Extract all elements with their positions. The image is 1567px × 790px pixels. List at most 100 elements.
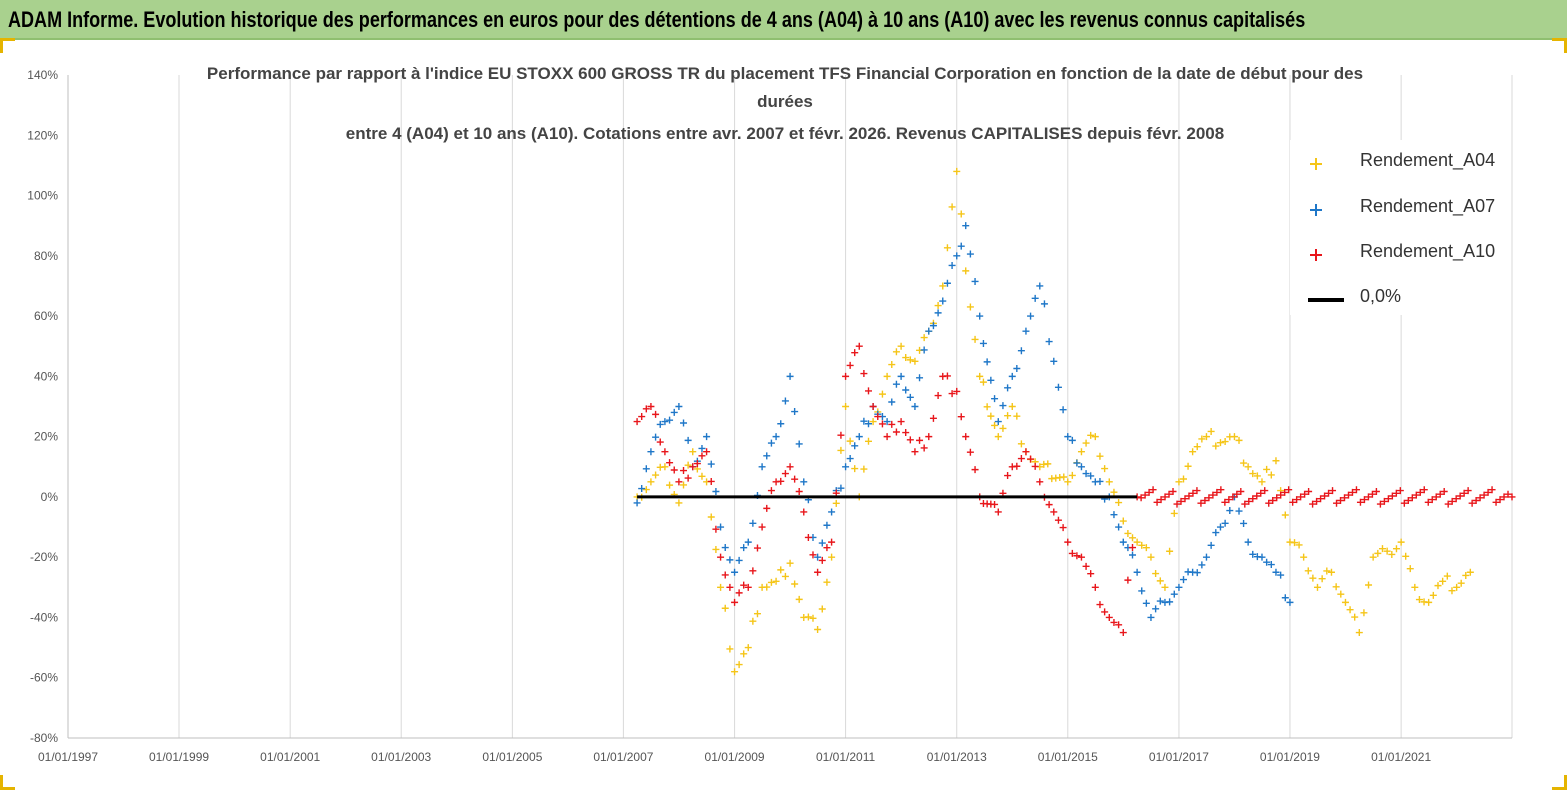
data-point <box>1237 488 1245 496</box>
data-point <box>804 533 812 541</box>
data-point <box>1229 493 1237 501</box>
data-point <box>1189 489 1197 497</box>
data-point <box>1226 507 1234 515</box>
data-point <box>1272 568 1280 576</box>
data-point <box>698 444 706 452</box>
frame-corner-top-left <box>0 38 15 53</box>
data-point <box>1443 572 1451 580</box>
data-point <box>717 583 725 591</box>
data-point <box>1193 487 1201 495</box>
data-point <box>670 408 678 416</box>
y-tick-label: 80% <box>34 249 58 263</box>
data-point <box>939 297 947 305</box>
data-point <box>1341 494 1348 502</box>
data-point <box>1087 472 1095 480</box>
data-point <box>1082 470 1090 478</box>
data-point <box>712 545 720 553</box>
data-point <box>1258 553 1266 561</box>
data-point <box>897 372 905 380</box>
data-point <box>1170 509 1178 517</box>
chart-legend: Rendement_A04 Rendement_A07 Rendement_A1… <box>1290 140 1510 315</box>
data-point <box>1355 629 1363 637</box>
data-point <box>786 559 794 567</box>
data-point <box>1286 598 1294 606</box>
data-point <box>892 348 900 356</box>
data-point <box>1305 488 1313 496</box>
data-point <box>642 465 650 473</box>
data-point <box>1249 550 1257 558</box>
legend-label-a10: Rendement_A10 <box>1360 241 1496 261</box>
data-point <box>1073 459 1081 467</box>
data-point <box>994 508 1002 516</box>
data-point <box>804 613 812 621</box>
data-point <box>1027 455 1035 463</box>
data-point <box>1087 570 1095 578</box>
y-tick-label: 140% <box>27 68 58 82</box>
data-point <box>1360 496 1368 504</box>
frame-corner-top-right <box>1552 38 1567 53</box>
data-point <box>1044 460 1052 468</box>
data-point <box>1240 459 1248 467</box>
series-rendement_a07 <box>633 222 1294 621</box>
data-point <box>846 437 854 445</box>
data-point <box>902 354 910 362</box>
data-point <box>712 525 720 533</box>
data-point <box>749 567 757 575</box>
data-point <box>767 487 775 495</box>
y-tick-label: 0% <box>41 490 59 504</box>
data-point <box>1216 439 1224 447</box>
data-point <box>1147 613 1155 621</box>
data-point <box>731 598 739 606</box>
data-point <box>1185 492 1193 500</box>
data-point <box>749 519 757 527</box>
data-point <box>763 452 771 460</box>
data-point <box>1444 500 1452 508</box>
data-point <box>828 553 836 561</box>
data-point <box>1462 571 1470 579</box>
data-point <box>1087 431 1095 439</box>
data-point <box>1145 488 1153 496</box>
data-point <box>1138 541 1146 549</box>
data-point <box>791 475 799 483</box>
x-tick-label: 01/01/2015 <box>1038 750 1098 764</box>
data-point <box>1050 508 1058 516</box>
data-point <box>1027 312 1035 320</box>
data-point <box>1496 496 1504 504</box>
data-point <box>638 413 646 421</box>
data-point <box>1197 499 1205 507</box>
data-point <box>1244 463 1252 471</box>
data-point <box>1133 538 1141 546</box>
data-point <box>684 474 692 482</box>
data-point <box>991 421 999 429</box>
x-tick-label: 01/01/2021 <box>1371 750 1431 764</box>
data-point <box>1115 499 1123 507</box>
data-point <box>1492 498 1500 506</box>
data-point <box>902 429 910 437</box>
frame-corner-bottom-right <box>1552 775 1567 790</box>
data-point <box>1301 490 1309 498</box>
data-point <box>1356 498 1364 506</box>
data-point <box>1476 494 1484 502</box>
data-point <box>860 465 868 473</box>
data-point <box>1198 435 1206 443</box>
data-point <box>753 544 761 552</box>
data-point <box>874 413 882 421</box>
data-point <box>1004 412 1012 420</box>
data-point <box>809 614 817 622</box>
data-point <box>920 334 928 342</box>
data-point <box>1267 561 1275 569</box>
data-point <box>1245 497 1253 505</box>
data-point <box>707 513 715 521</box>
x-tick-label: 01/01/1999 <box>149 750 209 764</box>
data-point <box>633 418 641 426</box>
data-point <box>1257 489 1265 497</box>
data-point <box>906 356 914 364</box>
data-point <box>864 437 872 445</box>
data-point <box>1101 465 1109 473</box>
data-point <box>781 470 789 478</box>
data-point <box>1244 538 1252 546</box>
data-point <box>735 556 743 564</box>
data-point <box>1404 497 1412 505</box>
data-point <box>814 568 822 576</box>
data-point <box>1180 475 1188 483</box>
